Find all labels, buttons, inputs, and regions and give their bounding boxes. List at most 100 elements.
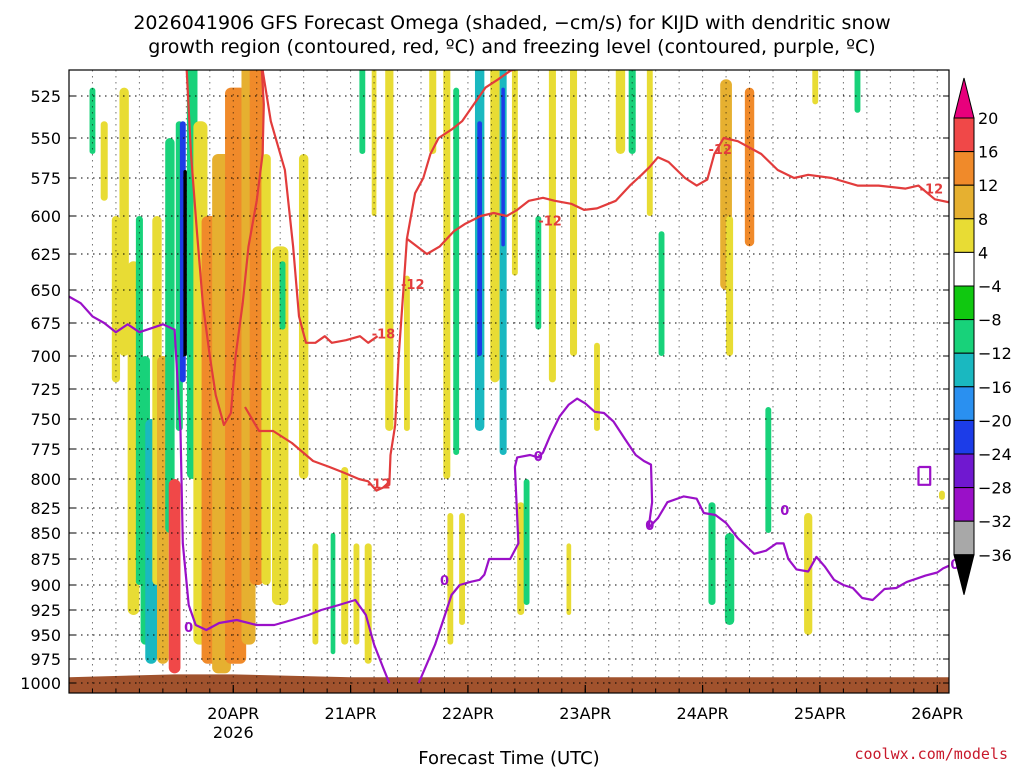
x-tick-label-0: 20APR xyxy=(207,704,259,723)
omega-cell-35 xyxy=(429,70,437,154)
colorbar-segment-3 xyxy=(953,184,975,220)
x-tick-sublabel-0: 2026 xyxy=(213,723,254,742)
omega-cell-33 xyxy=(385,70,394,431)
colorbar-segment-13 xyxy=(953,520,975,556)
y-tick-label-900: 900 xyxy=(30,576,61,595)
colorbar-label-8: −16 xyxy=(978,378,1012,397)
omega-cell-62 xyxy=(765,407,772,533)
omega-cell-49 xyxy=(548,70,556,383)
colorbar-segment-9 xyxy=(953,386,975,421)
contour-label-0: -12 xyxy=(708,143,732,158)
colorbar-label-10: −24 xyxy=(978,445,1012,464)
omega-cell-58 xyxy=(724,533,735,625)
omega-cell-51 xyxy=(570,70,578,356)
omega-cell-11 xyxy=(168,479,181,674)
colorbar-segment-10 xyxy=(953,419,975,455)
colorbar-segment-11 xyxy=(953,453,975,489)
omega-cell-54 xyxy=(628,70,636,154)
x-tick-label-4: 24APR xyxy=(677,704,729,723)
y-tick-label-825: 825 xyxy=(30,499,61,518)
omega-cell-38 xyxy=(453,87,460,455)
colorbar-label-0: 20 xyxy=(978,109,998,128)
y-tick-label-875: 875 xyxy=(30,550,61,569)
colorbar-label-4: 4 xyxy=(978,243,988,262)
y-axis-ticks: 525 550 575 600 625 650 675 700 725 750 775 800 825 8… xyxy=(20,87,949,693)
omega-cell-44 xyxy=(501,87,505,247)
colorbar-label-9: −20 xyxy=(978,411,1012,430)
omega-cell-32 xyxy=(371,70,377,216)
colorbar-top-triangle xyxy=(953,77,975,119)
omega-cell-31 xyxy=(364,543,372,664)
y-tick-label-525: 525 xyxy=(30,87,61,106)
y-tick-label-850: 850 xyxy=(30,524,61,543)
colorbar-label-7: −12 xyxy=(978,344,1012,363)
omega-cell-50 xyxy=(566,543,572,615)
y-tick-label-725: 725 xyxy=(30,380,61,399)
omega-cell-67 xyxy=(987,62,993,87)
plot-frame xyxy=(68,69,950,694)
y-tick-label-575: 575 xyxy=(30,169,61,188)
omega-cell-0 xyxy=(89,87,96,154)
contour-label-10: 0 xyxy=(780,504,789,519)
colorbar-segment-6 xyxy=(953,285,975,321)
omega-cell-36 xyxy=(443,70,451,479)
x-tick-label-3: 23APR xyxy=(559,704,611,723)
colorbar-bottom-triangle xyxy=(953,554,975,595)
x-tick-label-5: 25APR xyxy=(794,704,846,723)
y-tick-label-675: 675 xyxy=(30,314,61,333)
chart-title-line-2: growth region (contoured, red, ºC) and f… xyxy=(148,36,875,58)
x-tick-label-1: 21APR xyxy=(325,704,377,723)
dendritic-contour-2 xyxy=(244,70,517,492)
omega-cell-48 xyxy=(535,216,542,330)
y-tick-label-600: 600 xyxy=(30,207,61,226)
omega-cell-22 xyxy=(261,154,271,585)
contour-label-8: 0 xyxy=(534,450,543,465)
omega-cell-26 xyxy=(312,543,319,645)
colorbar-segment-2 xyxy=(953,151,975,186)
colorbar-label-1: 16 xyxy=(978,143,998,162)
contour-label-7: 0 xyxy=(440,574,449,589)
omega-cell-3 xyxy=(119,87,129,356)
omega-cell-47 xyxy=(523,479,530,605)
y-tick-label-975: 975 xyxy=(30,650,61,669)
contour-label-11: 0 xyxy=(950,558,959,573)
colorbar-label-5: −4 xyxy=(978,277,1002,296)
dendritic-contour-1 xyxy=(261,70,379,344)
x-tick-label-6: 26APR xyxy=(911,704,963,723)
contour-layer xyxy=(69,70,949,684)
contour-label-4: -18 xyxy=(372,328,396,343)
y-tick-label-650: 650 xyxy=(30,281,61,300)
contour-label-9: 0 xyxy=(645,519,654,534)
omega-cell-30 xyxy=(359,70,366,154)
colorbar: 20 16 12 8 4 −4 −8 −12 −16 −20 −24 −28 −32 −36 xyxy=(953,77,1012,595)
dendritic-contour-3 xyxy=(406,136,949,256)
colorbar-segment-7 xyxy=(953,319,975,354)
omega-shading-layer xyxy=(89,62,993,674)
dendritic-contour-0 xyxy=(185,70,265,427)
colorbar-label-11: −28 xyxy=(978,479,1012,498)
colorbar-label-6: −8 xyxy=(978,311,1002,330)
terrain-band xyxy=(69,674,949,693)
y-tick-label-800: 800 xyxy=(30,470,61,489)
colorbar-label-13: −36 xyxy=(978,546,1012,565)
colorbar-segment-4 xyxy=(953,218,975,253)
colorbar-segment-5 xyxy=(953,251,975,287)
omega-cell-65 xyxy=(854,70,861,113)
contour-label-3: -12 xyxy=(401,278,425,293)
credit-text: coolwx.com/models xyxy=(854,745,1008,763)
omega-cell-24 xyxy=(279,261,286,330)
contour-label-2: -12 xyxy=(538,215,562,230)
y-tick-label-625: 625 xyxy=(30,245,61,264)
omega-cell-66 xyxy=(939,490,945,500)
y-tick-label-750: 750 xyxy=(30,410,61,429)
grid-lines xyxy=(69,70,949,693)
contour-label-6: 0 xyxy=(184,621,193,636)
omega-cell-10 xyxy=(165,138,175,533)
freezing-level-contour-6 xyxy=(917,465,932,486)
colorbar-segment-1 xyxy=(953,117,975,153)
y-tick-label-700: 700 xyxy=(30,347,61,366)
omega-cell-41 xyxy=(477,121,483,356)
omega-cell-27 xyxy=(330,533,336,655)
y-tick-label-775: 775 xyxy=(30,440,61,459)
